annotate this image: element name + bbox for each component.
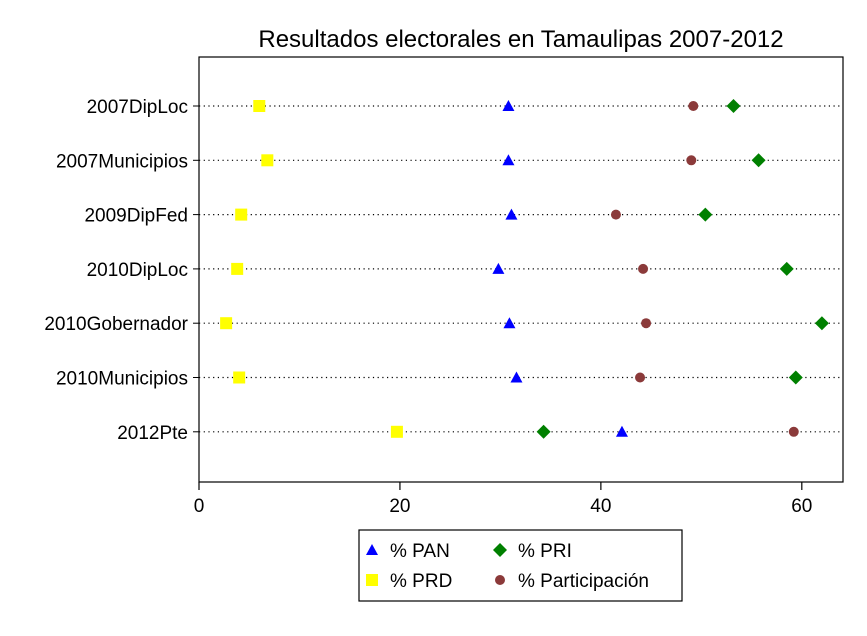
y-tick-label: 2010Gobernador: [44, 314, 188, 335]
data-point-square: [231, 262, 244, 275]
data-point-diamond: [779, 261, 794, 276]
data-point-square: [390, 425, 403, 438]
y-tick-label: 2009DipFed: [84, 206, 188, 227]
data-point-diamond: [698, 207, 713, 222]
data-point-diamond: [536, 424, 551, 439]
data-point-circle: [610, 209, 621, 220]
y-tick-label: 2010DipLoc: [87, 260, 188, 281]
chart-title: Resultados electorales en Tamaulipas 200…: [258, 26, 783, 53]
data-point-triangle: [615, 425, 628, 437]
legend-marker-triangle: [366, 544, 378, 555]
legend-label: % Participación: [518, 571, 649, 592]
x-tick-label: 40: [590, 496, 611, 517]
x-tick-label: 20: [389, 496, 410, 517]
legend-label: % PAN: [390, 541, 450, 562]
data-point-triangle: [503, 317, 516, 329]
data-point-circle: [635, 372, 646, 383]
data-point-square: [261, 154, 274, 167]
y-tick-label: 2007DipLoc: [87, 97, 188, 118]
data-point-diamond: [751, 153, 766, 168]
data-point-square: [220, 317, 233, 330]
data-point-triangle: [502, 154, 515, 166]
data-point-square: [253, 100, 266, 112]
data-point-triangle: [510, 371, 523, 383]
y-tick-label: 2012Pte: [117, 423, 188, 444]
data-point-circle: [788, 426, 799, 437]
data-point-circle: [638, 263, 649, 274]
legend-marker-circle: [495, 575, 505, 585]
data-point-triangle: [505, 208, 518, 220]
data-point-triangle: [502, 100, 515, 111]
legend-label: % PRD: [390, 571, 452, 592]
y-tick-label: 2010Municipios: [56, 369, 188, 390]
data-point-diamond: [788, 370, 803, 385]
data-point-circle: [686, 155, 697, 166]
legend-label: % PRI: [518, 541, 572, 562]
data-point-diamond: [726, 99, 741, 113]
data-point-square: [233, 371, 246, 384]
plot-area: [198, 56, 844, 483]
legend-marker-diamond: [493, 543, 507, 557]
data-point-square: [235, 208, 248, 221]
data-point-circle: [688, 101, 699, 111]
data-point-circle: [641, 318, 652, 329]
y-tick-label: 2007Municipios: [56, 151, 188, 172]
data-point-diamond: [814, 316, 829, 331]
x-tick-label: 60: [791, 496, 812, 517]
x-tick-label: 0: [194, 496, 205, 517]
legend: % PAN % PRI % PRD % Participación: [358, 529, 683, 602]
legend-marker-square: [366, 574, 378, 586]
data-point-triangle: [492, 262, 505, 274]
